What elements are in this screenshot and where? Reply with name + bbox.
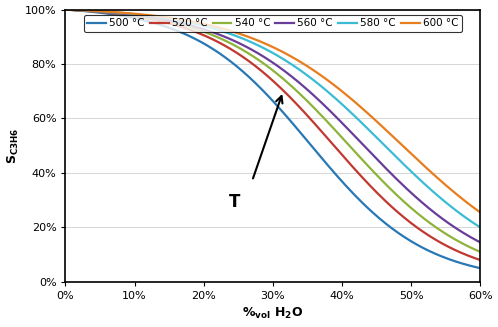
580 °C [307, 75, 313, 79]
600 °C [250, 37, 256, 41]
560 °C [136, 13, 142, 17]
500 °C [169, 27, 175, 31]
540 °C [136, 14, 142, 18]
520 °C [136, 15, 142, 19]
580 °C [477, 225, 483, 229]
560 °C [250, 48, 256, 52]
600 °C [374, 120, 380, 124]
Y-axis label: S$_{\mathregular{C3H6}}$: S$_{\mathregular{C3H6}}$ [5, 128, 20, 164]
580 °C [374, 137, 380, 141]
600 °C [136, 12, 142, 16]
500 °C [307, 142, 313, 146]
540 °C [250, 54, 256, 58]
520 °C [339, 153, 345, 157]
560 °C [374, 158, 380, 162]
540 °C [62, 8, 68, 11]
560 °C [169, 19, 175, 23]
Line: 540 °C: 540 °C [65, 9, 480, 252]
Legend: 500 °C, 520 °C, 540 °C, 560 °C, 580 °C, 600 °C: 500 °C, 520 °C, 540 °C, 560 °C, 580 °C, … [84, 15, 462, 32]
540 °C [339, 136, 345, 140]
580 °C [250, 41, 256, 45]
560 °C [307, 90, 313, 94]
500 °C [477, 266, 483, 270]
540 °C [307, 102, 313, 106]
580 °C [339, 103, 345, 107]
560 °C [477, 240, 483, 244]
600 °C [62, 8, 68, 11]
500 °C [374, 215, 380, 219]
520 °C [374, 191, 380, 195]
X-axis label: %$_{\mathregular{vol}}$ H$_{\mathregular{2}}$O: %$_{\mathregular{vol}}$ H$_{\mathregular… [242, 306, 303, 321]
Line: 580 °C: 580 °C [65, 9, 480, 227]
580 °C [169, 17, 175, 21]
540 °C [374, 174, 380, 178]
580 °C [62, 8, 68, 11]
500 °C [62, 8, 68, 11]
500 °C [136, 17, 142, 21]
520 °C [477, 258, 483, 262]
560 °C [62, 8, 68, 11]
520 °C [307, 116, 313, 120]
560 °C [339, 121, 345, 125]
500 °C [250, 79, 256, 83]
540 °C [169, 20, 175, 24]
Text: T: T [229, 193, 241, 211]
500 °C [339, 180, 345, 184]
Line: 600 °C: 600 °C [65, 9, 480, 212]
600 °C [477, 210, 483, 214]
600 °C [307, 66, 313, 70]
600 °C [169, 16, 175, 20]
540 °C [477, 250, 483, 254]
520 °C [169, 22, 175, 26]
520 °C [62, 8, 68, 11]
520 °C [250, 62, 256, 66]
Line: 520 °C: 520 °C [65, 9, 480, 260]
Line: 560 °C: 560 °C [65, 9, 480, 242]
600 °C [339, 90, 345, 94]
580 °C [136, 13, 142, 17]
Line: 500 °C: 500 °C [65, 9, 480, 268]
